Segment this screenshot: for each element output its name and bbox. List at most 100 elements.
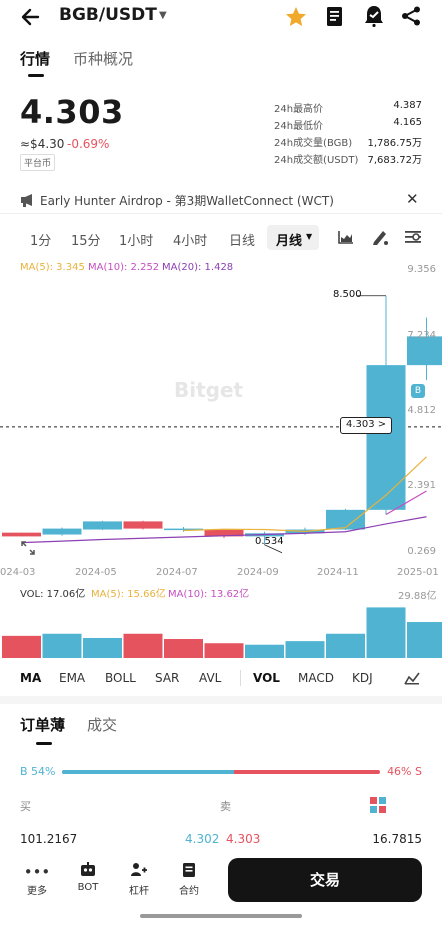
candle-body xyxy=(123,521,163,529)
vol-legend: VOL: 17.06亿 xyxy=(20,589,86,600)
indicator-macd[interactable]: MACD xyxy=(298,671,334,685)
timeframe-1h[interactable]: 1小时 xyxy=(119,234,154,249)
promo-banner[interactable]: Early Hunter Airdrop - 第3期WalletConnect … xyxy=(0,186,442,214)
chevron-down-icon[interactable]: ▼ xyxy=(159,10,167,21)
candlestick-chart[interactable] xyxy=(0,262,442,562)
tab-trades[interactable]: 成交 xyxy=(87,716,118,734)
buy-marker[interactable]: B xyxy=(411,384,425,398)
nav-bot[interactable]: BOT xyxy=(68,862,108,893)
settings-sliders-icon[interactable] xyxy=(404,229,422,245)
buy-quantity: 101.2167 xyxy=(20,832,78,846)
timeframe-1m[interactable]: 1分 xyxy=(30,234,52,249)
volume-bar xyxy=(2,635,41,658)
volume-bar xyxy=(42,633,82,658)
date-axis-tick: 2024-05 xyxy=(75,567,117,578)
ma10-line xyxy=(385,490,427,516)
stat-label: 24h最低价 xyxy=(274,121,324,132)
tab-orderbook[interactable]: 订单薄 xyxy=(20,716,66,734)
price-axis-tick: 9.356 xyxy=(407,264,436,275)
nav-label: 更多 xyxy=(27,886,47,897)
stat-label: 24h成交量(BGB) xyxy=(274,138,353,149)
volume-bar xyxy=(285,641,325,658)
chart-type-icon[interactable] xyxy=(338,230,354,244)
tab-market[interactable]: 行情 xyxy=(20,50,51,68)
nav-futures[interactable]: 合约 xyxy=(169,862,209,897)
current-price-tag[interactable]: 4.303 > xyxy=(340,417,393,434)
low-leader-line xyxy=(264,544,283,554)
ma5-legend: MA(5): 3.345 xyxy=(20,262,85,273)
candle-body xyxy=(326,509,365,530)
timeframe-1d[interactable]: 日线 xyxy=(229,234,256,249)
indicator-avl[interactable]: AVL xyxy=(199,671,222,685)
timeframe-4h[interactable]: 4小时 xyxy=(173,234,208,249)
nav-label: 合约 xyxy=(179,886,199,897)
high-price-label: 8.500 xyxy=(333,289,362,300)
volume-bar xyxy=(245,644,284,658)
alert-icon[interactable] xyxy=(364,5,384,27)
timeframe-1mo-label: 月线 xyxy=(276,234,303,249)
draw-pen-icon[interactable] xyxy=(371,228,389,246)
share-icon[interactable] xyxy=(401,6,421,26)
date-axis-tick: 2024-07 xyxy=(156,567,198,578)
candle-body xyxy=(42,528,82,535)
fiat-price: ≈$4.30 xyxy=(20,137,65,151)
indicator-boll[interactable]: BOLL xyxy=(105,671,136,685)
buy-column-label: 买 xyxy=(20,800,31,813)
indicator-sar[interactable]: SAR xyxy=(155,671,180,685)
chevron-down-icon: ▼ xyxy=(306,232,313,241)
timeframe-15m[interactable]: 15分 xyxy=(71,234,101,249)
candle-body xyxy=(366,365,406,510)
expand-icon[interactable] xyxy=(21,541,35,555)
indicator-vol[interactable]: VOL xyxy=(253,671,280,685)
stat-value: 4.165 xyxy=(393,117,422,128)
ma20-line xyxy=(21,516,427,544)
candle-body xyxy=(164,528,203,531)
buy-ratio: B 54% xyxy=(20,765,56,778)
date-axis-tick: 2025-01 xyxy=(397,567,439,578)
indicator-ema[interactable]: EMA xyxy=(59,671,86,685)
candle-body xyxy=(204,529,244,537)
vol-ma10-legend: MA(10): 13.62亿 xyxy=(168,589,250,600)
back-arrow-icon[interactable] xyxy=(20,7,42,27)
nav-margin[interactable]: 杠杆 xyxy=(119,862,159,897)
banner-text: Early Hunter Airdrop - 第3期WalletConnect … xyxy=(40,194,334,208)
trade-button[interactable]: 交易 xyxy=(228,858,422,902)
star-icon[interactable] xyxy=(285,6,307,28)
vol-ma5-legend: MA(5): 15.66亿 xyxy=(91,589,166,600)
close-icon[interactable]: ✕ xyxy=(406,190,419,208)
price-axis-tick: 7.234 xyxy=(407,330,436,341)
pair-title[interactable]: BGB/USDT xyxy=(59,5,157,25)
stat-value: 7,683.72万 xyxy=(367,155,422,166)
buy-ratio-fill xyxy=(62,770,234,774)
nav-more[interactable]: ••• 更多 xyxy=(17,862,57,897)
volume-chart xyxy=(2,607,442,658)
platform-coin-tag: 平台币 xyxy=(20,154,56,171)
sell-quantity: 16.7815 xyxy=(372,832,422,846)
contract-icon xyxy=(169,862,209,882)
indicator-kdj[interactable]: KDJ xyxy=(352,671,373,685)
volume-bar xyxy=(326,633,365,658)
orderbook-layout-icon[interactable] xyxy=(370,797,386,813)
volume-bar xyxy=(204,643,244,658)
volume-bar xyxy=(83,637,122,658)
sell-ratio: 46% S xyxy=(387,765,422,778)
volume-bar xyxy=(123,633,163,658)
price-axis-tick: 2.391 xyxy=(407,480,436,491)
indicator-settings-icon[interactable] xyxy=(404,671,420,685)
stat-label: 24h最高价 xyxy=(274,104,324,115)
price-axis-tick: 4.812 xyxy=(407,405,436,416)
candle-body xyxy=(83,521,122,530)
buy-sell-ratio-bar xyxy=(62,770,380,774)
tab-indicator xyxy=(28,74,44,77)
ma20-legend: MA(20): 1.428 xyxy=(162,262,234,273)
timeframe-1mo[interactable]: 月线 ▼ xyxy=(267,225,319,250)
tab-coin-overview[interactable]: 币种概况 xyxy=(73,50,134,68)
buy-price: 4.302 xyxy=(185,832,220,846)
last-price: 4.303 xyxy=(20,93,124,131)
sell-column-label: 卖 xyxy=(220,800,231,813)
indicator-ma[interactable]: MA xyxy=(20,671,42,685)
book-icon[interactable] xyxy=(326,6,344,28)
more-dots-icon: ••• xyxy=(23,863,51,881)
nav-label: BOT xyxy=(77,882,99,893)
top-bar: BGB/USDT ▼ xyxy=(0,0,442,36)
